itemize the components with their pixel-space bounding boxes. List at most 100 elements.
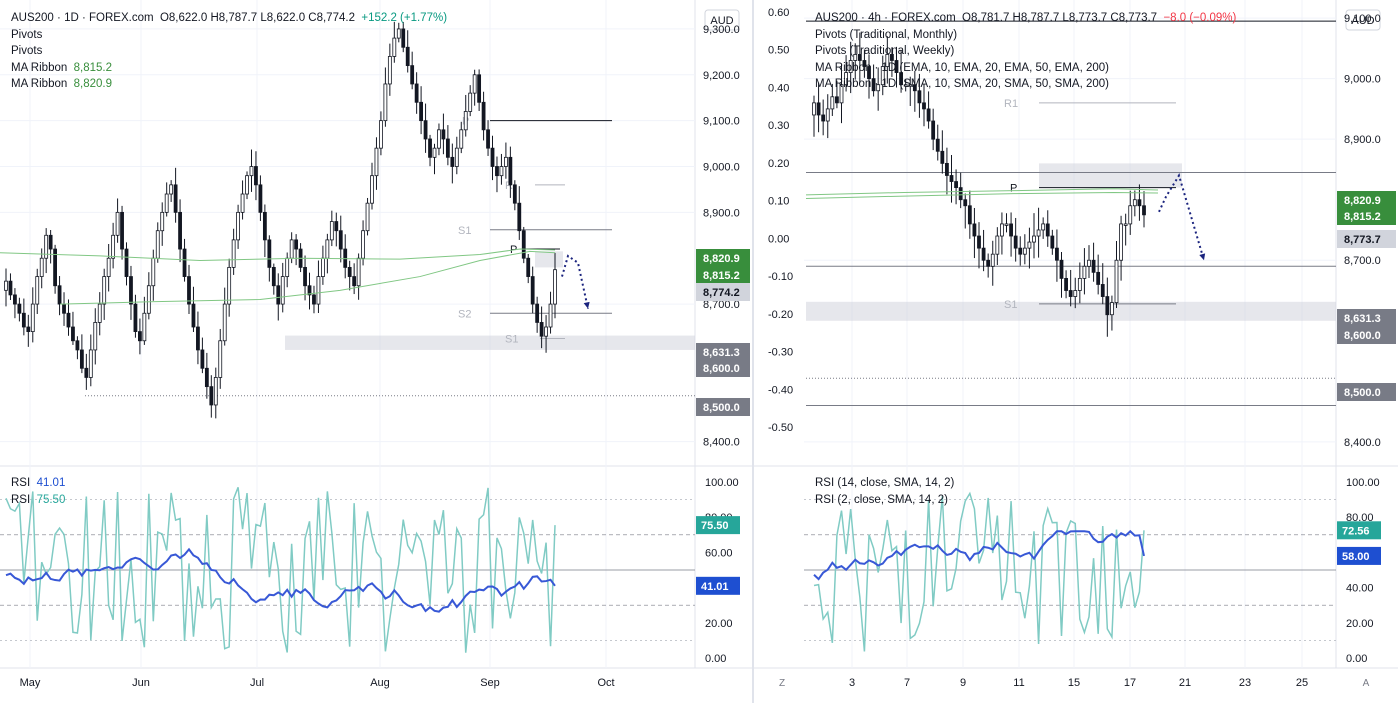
candle-body[interactable] — [365, 202, 370, 232]
candle-body[interactable] — [294, 239, 299, 250]
candle-body[interactable] — [414, 83, 419, 103]
candle-body[interactable] — [26, 326, 31, 332]
candle-body[interactable] — [115, 211, 120, 236]
candle-body[interactable] — [867, 66, 871, 80]
support-zone[interactable] — [1039, 163, 1182, 188]
candle-body[interactable] — [912, 84, 917, 92]
candle-body[interactable] — [129, 276, 133, 305]
candle-body[interactable] — [857, 54, 862, 61]
candle-body[interactable] — [812, 102, 816, 116]
candle-body[interactable] — [821, 114, 826, 122]
candle-body[interactable] — [370, 175, 374, 204]
candle-body[interactable] — [990, 253, 995, 267]
price-badge[interactable] — [696, 266, 750, 284]
candle-body[interactable] — [316, 276, 321, 305]
candle-body[interactable] — [825, 108, 830, 122]
candle-body[interactable] — [894, 60, 899, 73]
candle-body[interactable] — [1032, 235, 1036, 243]
candle-body[interactable] — [120, 211, 124, 250]
right-legend-pivots-weekly[interactable]: Pivots (Traditional, Weekly) — [815, 45, 955, 57]
candle-body[interactable] — [312, 294, 316, 305]
candle-body[interactable] — [196, 326, 200, 351]
candle-body[interactable] — [289, 239, 294, 259]
candle-body[interactable] — [508, 156, 513, 186]
candle-body[interactable] — [271, 266, 276, 287]
candle-body[interactable] — [890, 54, 894, 61]
candle-body[interactable] — [236, 211, 240, 241]
candle-body[interactable] — [75, 340, 80, 351]
candle-body[interactable] — [495, 166, 499, 177]
candle-body[interactable] — [1142, 205, 1146, 216]
rsi-slow-line[interactable] — [813, 529, 1145, 581]
right-legend-pivots-monthly[interactable]: Pivots (Traditional, Monthly) — [815, 28, 958, 41]
candle-body[interactable] — [249, 166, 254, 177]
candle-body[interactable] — [209, 386, 214, 406]
candle-body[interactable] — [1100, 284, 1105, 297]
price-badge[interactable] — [696, 343, 750, 361]
ma-ribbon-line[interactable] — [59, 250, 556, 305]
ma-ribbon-line[interactable] — [0, 248, 556, 262]
candle-body[interactable] — [477, 74, 482, 103]
candle-body[interactable] — [240, 193, 245, 213]
candle-body[interactable] — [187, 276, 191, 305]
candle-body[interactable] — [1041, 223, 1046, 231]
support-zone[interactable] — [806, 301, 1336, 321]
candle-body[interactable] — [66, 312, 71, 328]
candle-body[interactable] — [146, 285, 151, 314]
candle-body[interactable] — [138, 331, 142, 342]
candle-body[interactable] — [481, 101, 486, 131]
candle-body[interactable] — [967, 205, 972, 225]
left-chart-svg[interactable]: AUD May Jun Jul Aug Sep Oct 9,300.0 9,200.0 9,100… — [0, 0, 752, 703]
corner-label-a[interactable]: A — [1363, 678, 1370, 689]
candle-body[interactable] — [885, 54, 890, 67]
candle-body[interactable] — [1000, 223, 1004, 237]
candle-body[interactable] — [262, 211, 267, 241]
candle-body[interactable] — [93, 322, 98, 351]
candle-body[interactable] — [530, 276, 535, 305]
candle-body[interactable] — [39, 257, 44, 277]
candle-body[interactable] — [1132, 199, 1137, 207]
candle-body[interactable] — [401, 28, 406, 48]
candle-body[interactable] — [387, 56, 392, 85]
candle-body[interactable] — [1036, 229, 1041, 237]
candle-body[interactable] — [454, 147, 459, 167]
candle-body[interactable] — [423, 120, 428, 140]
candle-body[interactable] — [329, 221, 334, 241]
candle-body[interactable] — [848, 60, 853, 73]
currency-box[interactable] — [704, 9, 740, 31]
candle-body[interactable] — [4, 280, 8, 291]
candle-body[interactable] — [160, 211, 165, 232]
candle-body[interactable] — [200, 349, 205, 369]
candle-body[interactable] — [164, 193, 169, 213]
rsi-fast-line[interactable] — [813, 491, 1145, 652]
projection-path[interactable] — [1158, 173, 1205, 261]
candle-body[interactable] — [62, 303, 66, 314]
candle-body[interactable] — [124, 248, 129, 277]
candle-body[interactable] — [405, 46, 410, 67]
candle-body[interactable] — [499, 166, 504, 177]
rsi-badge[interactable] — [1337, 521, 1381, 540]
left-legend-pivots-2[interactable]: Pivots — [11, 45, 43, 57]
candle-body[interactable] — [1096, 271, 1101, 285]
candle-body[interactable] — [839, 84, 844, 104]
candle-body[interactable] — [106, 257, 111, 277]
candle-body[interactable] — [356, 257, 361, 287]
ma-ribbon-line[interactable] — [805, 188, 1159, 196]
candle-body[interactable] — [517, 202, 522, 232]
candle-body[interactable] — [280, 276, 285, 305]
rsi-slow-line[interactable] — [5, 547, 556, 613]
currency-box[interactable] — [1345, 9, 1381, 31]
candle-body[interactable] — [8, 280, 13, 296]
candle-body[interactable] — [553, 269, 557, 305]
candle-body[interactable] — [1045, 223, 1050, 237]
candle-body[interactable] — [539, 322, 544, 337]
support-zone[interactable] — [535, 251, 563, 268]
candle-body[interactable] — [218, 340, 223, 378]
right-legend-ma-ema[interactable]: MA Ribbon · 1D (EMA, 10, EMA, 20, EMA, 5… — [815, 61, 1110, 74]
candle-body[interactable] — [267, 239, 272, 268]
candle-body[interactable] — [926, 108, 931, 122]
candle-body[interactable] — [981, 247, 986, 261]
candle-body[interactable] — [459, 129, 464, 149]
candle-body[interactable] — [276, 285, 281, 305]
candle-body[interactable] — [940, 150, 945, 164]
